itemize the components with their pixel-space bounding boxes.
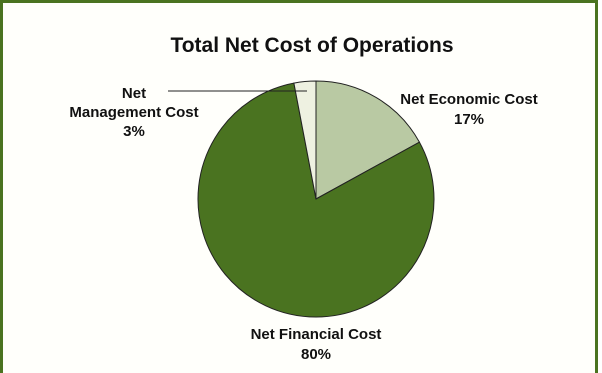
pie-slice-net-economic-cost bbox=[315, 80, 421, 200]
pie-slice-net-management-cost bbox=[293, 80, 317, 200]
pie-slice-net-financial-cost bbox=[197, 82, 435, 318]
slice-label-net-economic-cost: Net Economic Cost 17% bbox=[400, 91, 538, 128]
slice-label-net-financial-cost: Net Financial Cost 80% bbox=[251, 326, 382, 363]
slice-label-net-management-cost: Net Management Cost 3% bbox=[69, 85, 198, 140]
chart-title: Total Net Cost of Operations bbox=[170, 34, 453, 57]
